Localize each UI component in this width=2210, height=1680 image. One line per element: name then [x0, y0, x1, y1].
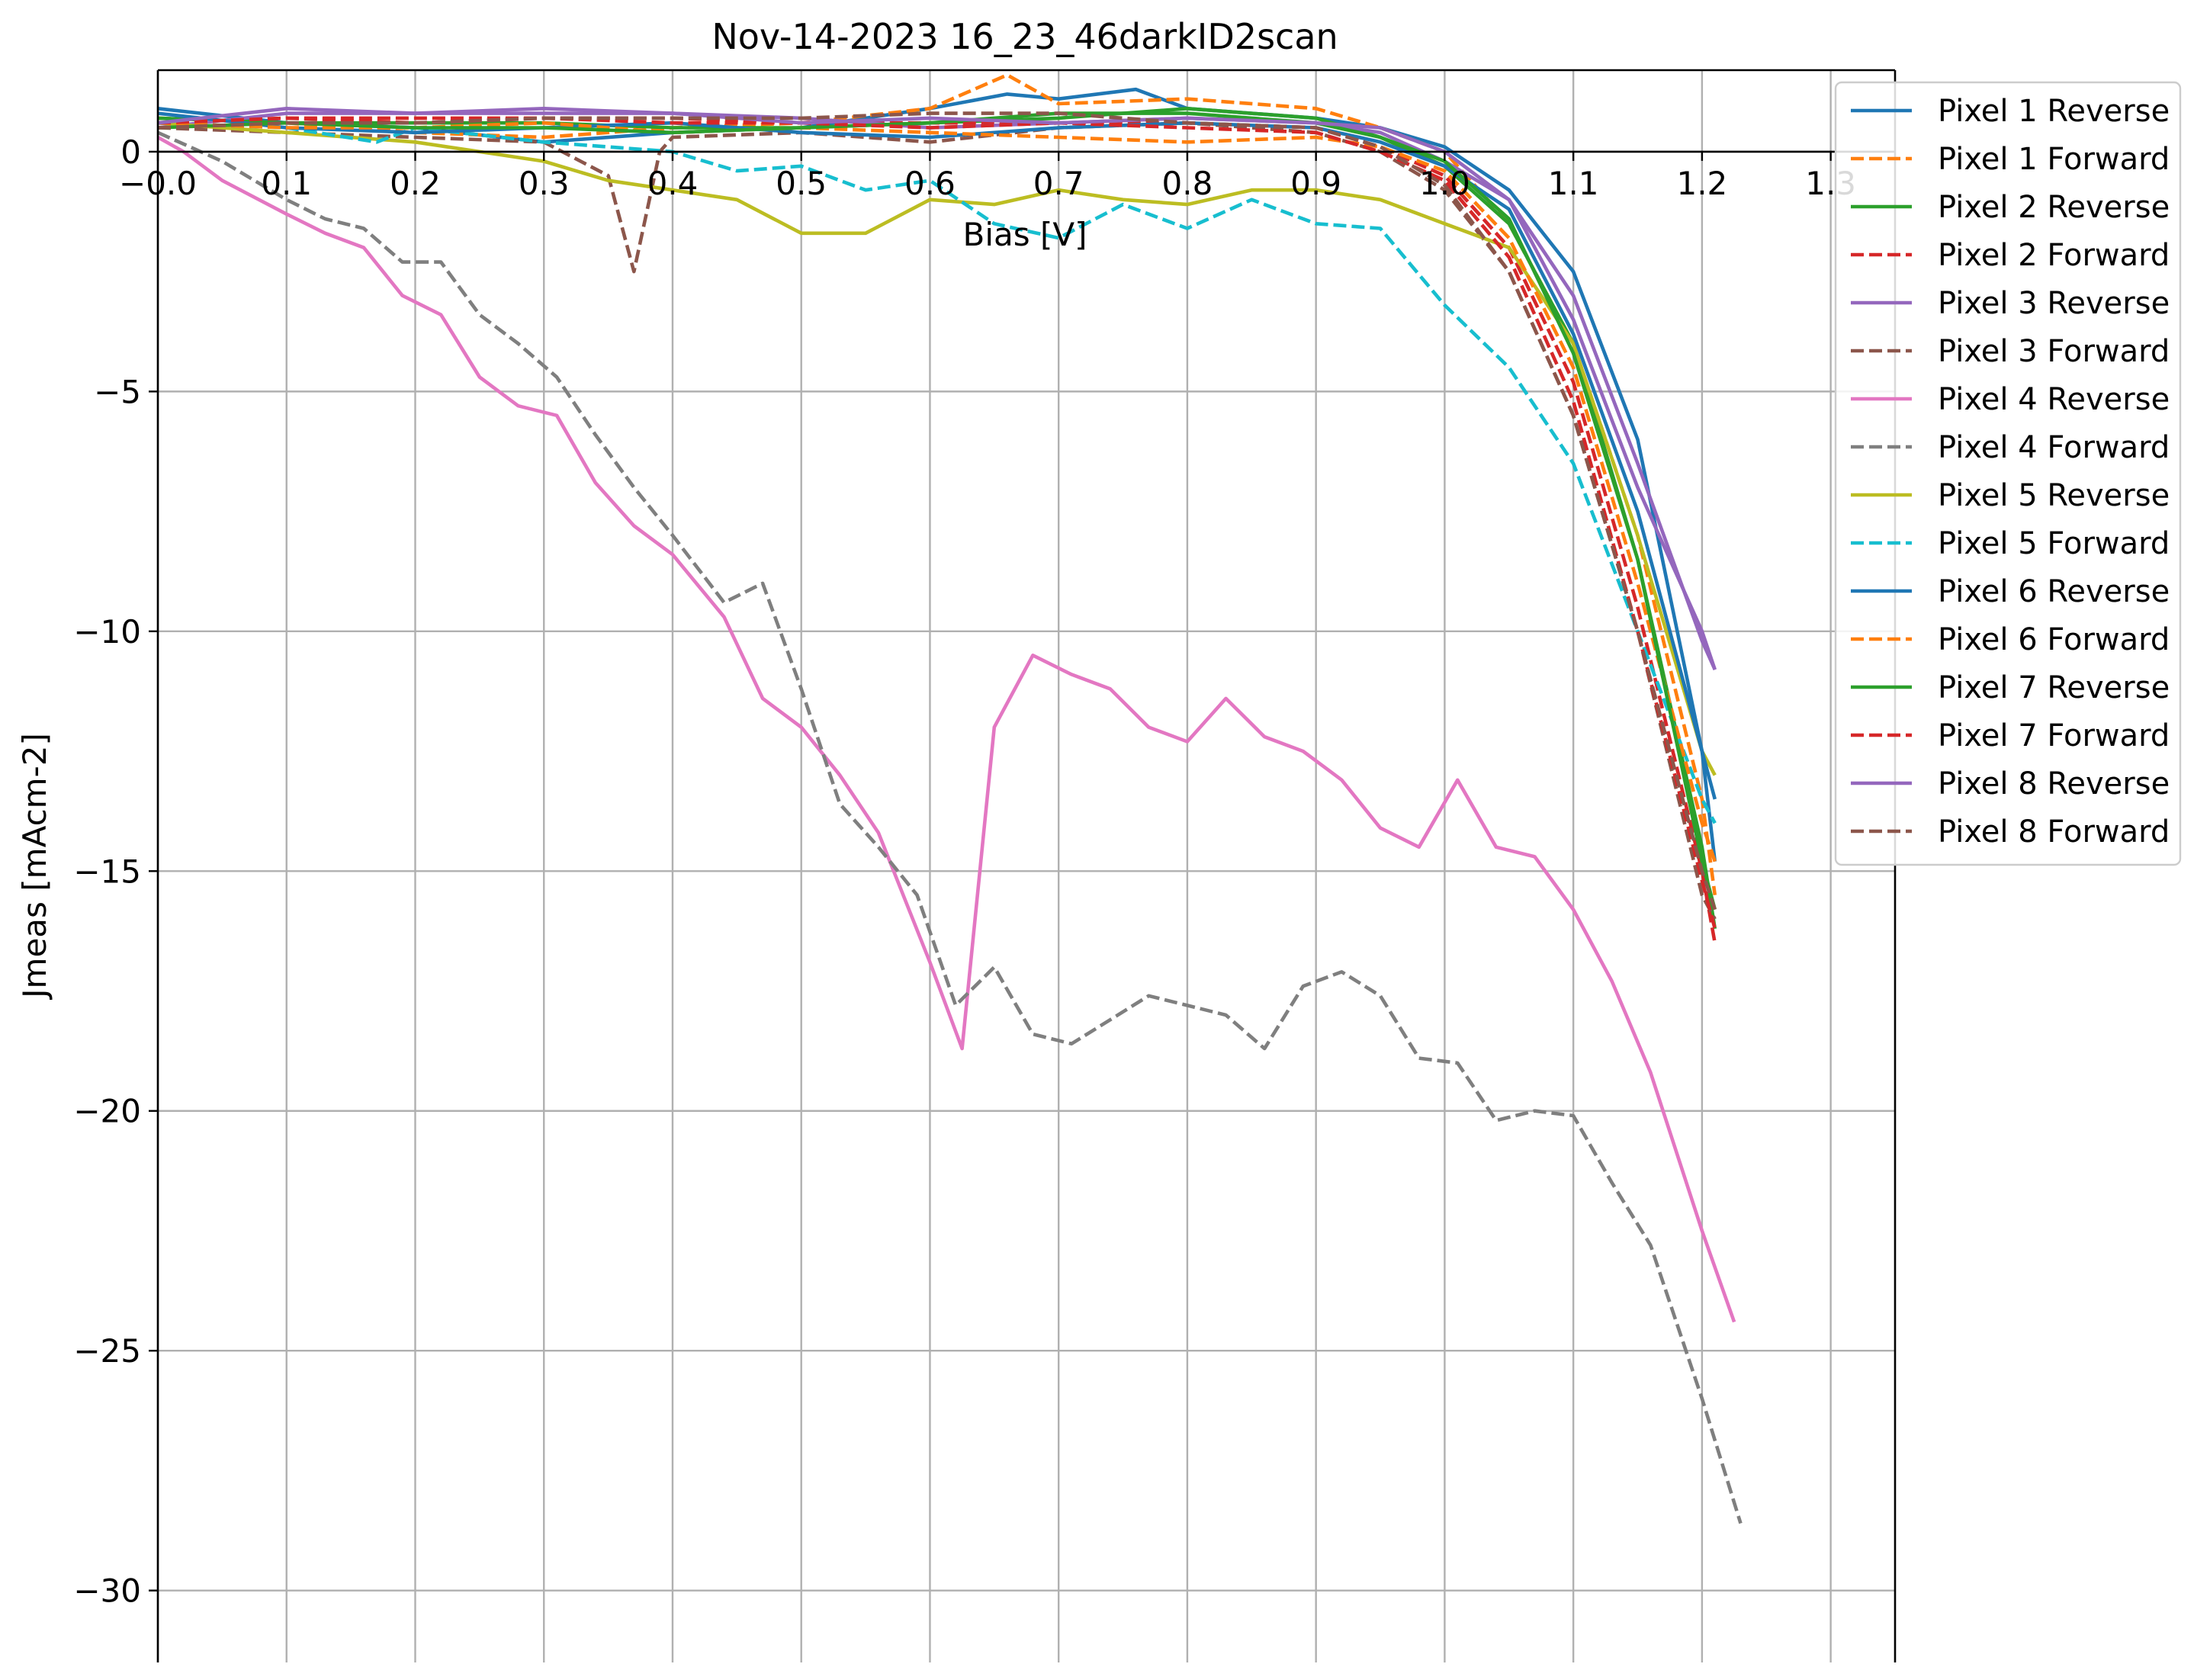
legend-entry-label: Pixel 2 Reverse — [1938, 190, 2170, 225]
legend-entry-label: Pixel 4 Reverse — [1938, 382, 2170, 417]
series-lines — [156, 73, 1743, 1524]
x-tick-label: 0.3 — [519, 165, 570, 202]
legend-entry-label: Pixel 3 Reverse — [1938, 286, 2170, 321]
y-tick-label: −20 — [73, 1093, 141, 1130]
chart-title: Nov-14-2023 16_23_46darkID2scan — [712, 16, 1338, 57]
series-line-8 — [157, 130, 1743, 1524]
x-tick-label: −0.0 — [119, 165, 197, 202]
x-tick-label: 0.4 — [647, 165, 699, 202]
legend-entry-label: Pixel 1 Forward — [1938, 142, 2170, 177]
y-tick-label: 0 — [120, 133, 141, 171]
legend-entry-label: Pixel 7 Reverse — [1938, 670, 2170, 705]
x-tick-label: 1.1 — [1548, 165, 1599, 202]
x-tick-label: 0.1 — [261, 165, 312, 202]
series-line-14 — [157, 116, 1717, 930]
series-line-15 — [157, 107, 1717, 671]
y-tick-labels: 0 −5 −10 −15 −20 −25 −30 — [73, 133, 141, 1610]
series-line-16 — [157, 111, 1717, 911]
legend-entry-label: Pixel 5 Forward — [1938, 526, 2170, 561]
series-line-7 — [156, 135, 1736, 1323]
legend: Pixel 1 Reverse Pixel 1 Forward Pixel 2 Re… — [1834, 81, 2182, 866]
y-axis-label: Jmeas [mAcm-2] — [16, 733, 53, 1001]
y-tick-label: −15 — [73, 853, 141, 890]
legend-entry-label: Pixel 6 Reverse — [1938, 574, 2170, 609]
x-axis-label: Bias [V] — [963, 216, 1087, 253]
series-line-13 — [157, 111, 1717, 911]
legend-entry-label: Pixel 6 Forward — [1938, 622, 2170, 657]
x-tick-label: 0.8 — [1162, 165, 1213, 202]
legend-box — [1834, 81, 2182, 866]
legend-entry-label: Pixel 4 Forward — [1938, 430, 2170, 465]
x-tick-label: 0.6 — [904, 165, 956, 202]
legend-entry-label: Pixel 3 Forward — [1938, 334, 2170, 369]
x-tick-label: 0.7 — [1033, 165, 1084, 202]
legend-entry-label: Pixel 2 Forward — [1938, 238, 2170, 273]
y-tick-label: −25 — [73, 1332, 141, 1370]
x-tick-label: 0.5 — [776, 165, 827, 202]
legend-entry-label: Pixel 8 Forward — [1938, 814, 2170, 850]
series-line-12 — [157, 120, 1717, 862]
series-line-3 — [157, 107, 1717, 930]
y-tick-label: −10 — [73, 613, 141, 650]
y-tick-label: −5 — [94, 373, 141, 410]
legend-entry-label: Pixel 7 Forward — [1938, 718, 2170, 753]
x-tick-label: 1.2 — [1676, 165, 1727, 202]
legend-entry-label: Pixel 8 Reverse — [1938, 766, 2170, 801]
legend-entry-label: Pixel 5 Reverse — [1938, 478, 2170, 513]
series-line-10 — [157, 120, 1717, 824]
x-tick-label: 0.2 — [390, 165, 441, 202]
legend-entry-label: Pixel 1 Reverse — [1938, 94, 2170, 129]
x-tick-label: 0.9 — [1290, 165, 1341, 202]
y-tick-label: −30 — [73, 1572, 141, 1610]
x-tick-label: 1.0 — [1419, 165, 1470, 202]
